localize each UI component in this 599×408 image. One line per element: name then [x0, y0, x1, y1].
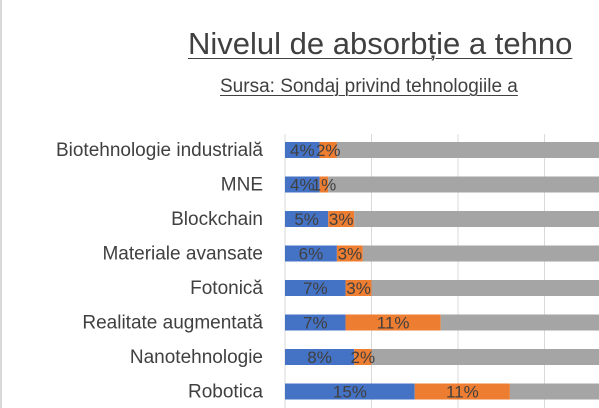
category-label: Biotehnologie industrială [56, 140, 263, 161]
category-label: Fotonică [190, 278, 263, 299]
data-label-s0-7: 15% [333, 383, 367, 402]
bar-segment-s2-3 [362, 245, 599, 262]
bar-segment-s0-7 [285, 383, 415, 400]
category-label: Nanotehnologie [130, 347, 263, 368]
chart-subtitle: Sursa: Sondaj privind tehnologiile a [220, 76, 518, 97]
bar-segment-s0-1 [285, 176, 320, 193]
data-label-s1-4: 3% [346, 279, 371, 298]
data-label-s0-0: 4% [290, 141, 315, 160]
data-label-s0-2: 5% [294, 210, 319, 229]
data-label-s1-0: 2% [316, 141, 341, 160]
data-label-s1-6: 2% [351, 348, 376, 367]
data-label-s0-6: 8% [307, 348, 332, 367]
bar-segment-s1-3 [336, 245, 363, 262]
bar-segment-s1-1 [319, 176, 329, 193]
data-label-s1-2: 3% [329, 210, 354, 229]
bar-segment-s2-6 [371, 349, 599, 365]
bar-segment-s2-4 [371, 280, 599, 296]
bar-segment-s1-5 [345, 314, 441, 331]
bar-segment-s0-2 [285, 211, 329, 227]
bar-segment-s2-2 [354, 211, 599, 227]
category-label: Materiale avansate [102, 244, 263, 265]
bar-segment-s1-2 [328, 211, 355, 227]
bar-segment-s2-1 [328, 176, 599, 193]
data-label-s0-1: 4% [290, 176, 315, 195]
category-label: Blockchain [171, 209, 263, 230]
bar-segment-s0-0 [285, 142, 320, 158]
bar-segment-s1-4 [345, 280, 372, 296]
bar-segment-s0-4 [285, 280, 346, 296]
bar-segment-s1-0 [319, 142, 337, 158]
data-label-s0-3: 6% [299, 245, 324, 264]
category-label: Robotica [188, 382, 263, 403]
bar-segment-s0-3 [285, 245, 337, 262]
data-label-s0-5: 7% [303, 314, 328, 333]
category-label: Realitate augmentată [82, 313, 263, 334]
bar-segment-s2-0 [336, 142, 599, 158]
bar-segment-s1-6 [354, 349, 372, 365]
data-label-s1-7: 11% [446, 383, 479, 402]
data-label-s0-4: 7% [303, 279, 328, 298]
bar-segment-s0-6 [285, 349, 355, 365]
bar-segment-s0-5 [285, 314, 346, 331]
bar-segment-s1-7 [414, 383, 510, 400]
bar-segment-s2-7 [509, 383, 599, 400]
data-label-s1-3: 3% [338, 245, 363, 264]
data-label-s1-5: 11% [377, 314, 410, 333]
category-label: MNE [221, 175, 263, 196]
bar-segment-s2-5 [440, 314, 599, 331]
data-label-s1-1: 1% [312, 176, 337, 195]
chart-title: Nivelul de absorbție a tehno [188, 26, 573, 61]
